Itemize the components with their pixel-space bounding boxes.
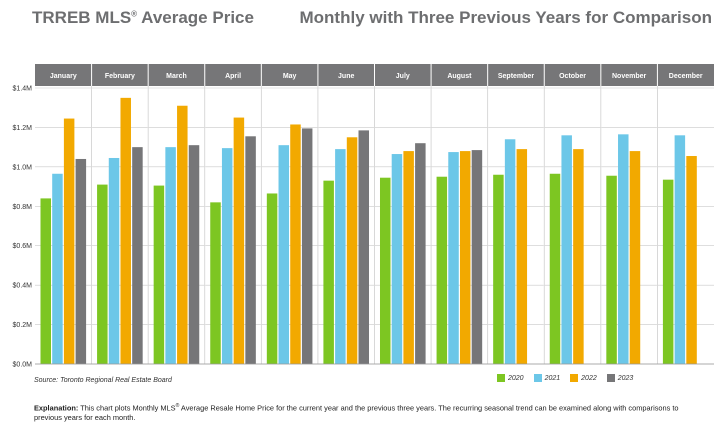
legend-label-2020: 2020 bbox=[508, 374, 524, 382]
bar-2021-december bbox=[674, 135, 686, 364]
bar-2023-may bbox=[301, 128, 313, 364]
y-tick-label: $1.2M bbox=[13, 125, 33, 132]
bar-2021-october bbox=[561, 135, 572, 364]
legend-label-2021: 2021 bbox=[544, 374, 561, 382]
bar-2021-february bbox=[108, 157, 120, 364]
bar-2021-january bbox=[52, 173, 63, 364]
bar-2021-august bbox=[448, 152, 459, 364]
legend-item-2021: 2021 bbox=[533, 374, 561, 382]
bar-2022-january bbox=[63, 118, 75, 364]
bar-2023-july bbox=[415, 143, 426, 364]
x-tick-label: March bbox=[166, 73, 187, 80]
y-tick-label: $0.4M bbox=[13, 283, 33, 290]
bar-2020-january bbox=[40, 198, 51, 364]
legend-item-2023: 2023 bbox=[606, 374, 634, 382]
chart-subtitle: Monthly with Three Previous Years for Co… bbox=[299, 8, 713, 27]
x-tick-label: January bbox=[50, 73, 77, 80]
bar-2021-april bbox=[221, 148, 233, 364]
x-tick-label: October bbox=[559, 73, 586, 80]
x-tick-label: September bbox=[498, 73, 534, 80]
y-tick-label: $0.0M bbox=[13, 362, 33, 369]
bar-2020-april bbox=[210, 202, 221, 364]
bar-2022-february bbox=[120, 97, 131, 364]
legend-item-2022: 2022 bbox=[570, 374, 597, 382]
bar-2022-september bbox=[516, 149, 528, 364]
legend-swatch-2020 bbox=[497, 374, 505, 382]
y-tick-label: $1.4M bbox=[13, 86, 33, 93]
x-tick-label: April bbox=[225, 73, 241, 80]
bar-2020-september bbox=[493, 174, 504, 364]
explanation: Explanation: This chart plots Monthly ML… bbox=[34, 403, 679, 423]
legend-swatch-2022 bbox=[570, 374, 579, 382]
chart-legend: 2020 2021 2022 2023 bbox=[497, 374, 633, 382]
bar-2021-september bbox=[504, 139, 516, 364]
y-tick-label: $1.0M bbox=[13, 164, 33, 171]
bar-2022-may bbox=[290, 124, 301, 364]
bar-2022-march bbox=[177, 105, 188, 364]
chart-title: TRREB MLS® Average Price bbox=[32, 8, 254, 27]
bar-2023-january bbox=[75, 158, 87, 364]
source-note: Source: Toronto Regional Real Estate Boa… bbox=[34, 377, 172, 384]
x-tick-label: July bbox=[396, 73, 410, 80]
bar-2023-march bbox=[188, 145, 200, 364]
bar-2022-october bbox=[573, 149, 584, 364]
bar-2021-march bbox=[165, 147, 176, 364]
y-tick-label: $0.6M bbox=[13, 243, 33, 250]
x-tick-label: December bbox=[669, 73, 703, 80]
bar-2020-october bbox=[549, 173, 561, 364]
bar-2020-december bbox=[662, 179, 674, 364]
bar-2023-april bbox=[245, 136, 256, 364]
bar-2020-march bbox=[153, 185, 165, 364]
legend-swatch-2021 bbox=[533, 374, 542, 382]
legend-item-2020: 2020 bbox=[497, 374, 524, 382]
x-tick-label: February bbox=[105, 73, 135, 80]
bar-2023-august bbox=[471, 150, 483, 364]
bar-2023-june bbox=[358, 130, 370, 364]
legend-swatch-2023 bbox=[606, 374, 615, 382]
bar-2020-june bbox=[323, 180, 334, 364]
bar-2020-august bbox=[436, 176, 448, 364]
bar-2022-august bbox=[459, 151, 471, 364]
bar-2022-november bbox=[629, 151, 641, 364]
x-tick-label: November bbox=[612, 73, 647, 80]
legend-label-2022: 2022 bbox=[581, 374, 597, 382]
bar-2020-may bbox=[266, 193, 278, 364]
bar-2021-july bbox=[391, 154, 403, 364]
bar-2022-july bbox=[403, 151, 414, 364]
bar-2021-november bbox=[618, 134, 629, 364]
bar-2020-february bbox=[97, 184, 108, 364]
y-tick-label: $0.8M bbox=[13, 204, 33, 211]
x-tick-label: August bbox=[447, 73, 472, 80]
bar-2022-april bbox=[233, 117, 245, 364]
bar-2020-november bbox=[606, 175, 617, 364]
bar-2021-june bbox=[335, 149, 346, 364]
bar-2020-july bbox=[379, 177, 391, 364]
bar-2021-may bbox=[278, 145, 290, 364]
bar-2022-june bbox=[346, 137, 358, 364]
y-tick-label: $0.2M bbox=[13, 322, 33, 329]
x-tick-label: June bbox=[338, 73, 354, 80]
bar-2023-february bbox=[132, 147, 143, 364]
bar-2022-december bbox=[686, 156, 697, 364]
x-tick-label: May bbox=[283, 73, 297, 80]
legend-label-2023: 2023 bbox=[617, 374, 634, 382]
